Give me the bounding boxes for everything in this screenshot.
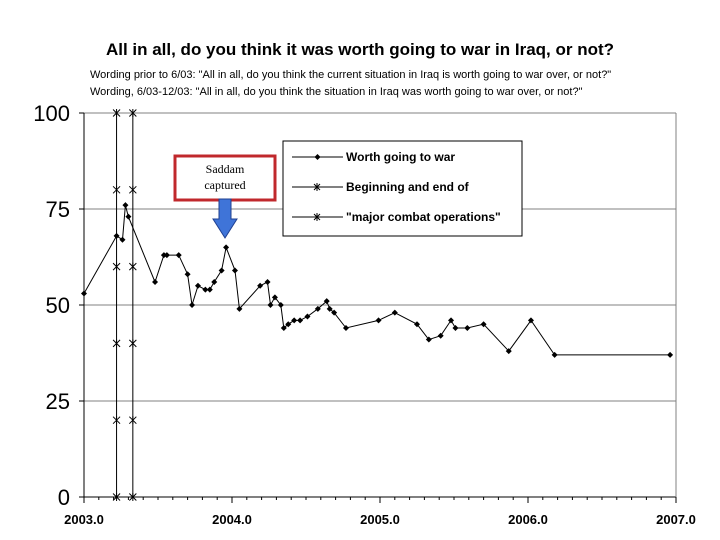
worth-point-12 [202, 286, 209, 293]
worth-point-28 [304, 313, 311, 320]
combat-operations-series [112, 109, 137, 501]
worth-point-34 [375, 317, 382, 324]
worth-point-24 [280, 325, 287, 332]
worth-point-9 [184, 271, 191, 278]
combat-marker-1-60 [128, 262, 137, 271]
legend-diamond-marker [314, 154, 321, 160]
worth-point-19 [257, 282, 264, 289]
combat-marker-1-0 [128, 493, 137, 501]
worth-point-46 [667, 351, 674, 358]
worth-point-20 [264, 278, 271, 285]
worth-point-39 [448, 317, 455, 324]
worth-point-43 [505, 348, 512, 355]
worth-point-26 [291, 317, 298, 324]
x-tick-label-3: 2006.0 [508, 512, 548, 527]
wording-note-2003: Wording, 6/03-12/03: "All in all, do you… [90, 86, 583, 98]
legend-label-combat-1: Beginning and end of [346, 180, 470, 194]
worth-point-44 [527, 317, 534, 324]
annotation-text-line1: Saddam [206, 162, 245, 176]
combat-marker-1-80 [128, 185, 137, 194]
worth-point-40 [452, 325, 459, 332]
worth-point-3 [122, 202, 129, 209]
y-tick-label-100: 100 [33, 101, 70, 126]
worth-point-7 [163, 252, 170, 259]
worth-series [81, 202, 674, 358]
legend: Worth going to war Beginning and end of … [282, 140, 523, 237]
combat-marker-0-60 [112, 262, 121, 271]
worth-point-33 [342, 325, 349, 332]
combat-marker-0-100 [112, 109, 121, 117]
legend-asterisk-marker [313, 183, 321, 191]
wording-note-prior: Wording prior to 6/03: "All in all, do y… [90, 69, 612, 81]
worth-point-31 [326, 305, 333, 312]
worth-point-1 [113, 232, 120, 239]
legend-label-worth: Worth going to war [346, 150, 455, 164]
legend-asterisk-marker-2 [313, 213, 321, 221]
worth-point-8 [175, 252, 182, 259]
worth-point-15 [218, 267, 225, 274]
combat-marker-1-100 [128, 109, 137, 117]
grid-lines [84, 112, 676, 402]
worth-point-21 [267, 302, 274, 308]
x-tick-label-0: 2003.0 [64, 512, 104, 527]
worth-point-0 [81, 290, 87, 297]
saddam-captured-annotation: Saddam captured [173, 154, 277, 239]
combat-marker-0-20 [112, 416, 121, 425]
worth-point-2 [119, 236, 126, 243]
annotation-box [173, 154, 277, 202]
x-tick-label-1: 2004.0 [212, 512, 252, 527]
combat-marker-0-80 [112, 185, 121, 194]
worth-point-17 [231, 267, 238, 274]
worth-point-10 [189, 302, 196, 308]
legend-label-combat-2: "major combat operations" [346, 210, 501, 224]
combat-marker-1-40 [128, 339, 137, 348]
worth-point-23 [277, 302, 284, 308]
worth-point-38 [437, 332, 444, 339]
worth-point-45 [551, 351, 558, 358]
worth-point-22 [271, 294, 278, 301]
annotation-text-line2: captured [204, 178, 245, 192]
worth-point-11 [194, 282, 201, 289]
annotation-arrow [212, 198, 238, 239]
worth-point-5 [152, 278, 159, 285]
worth-point-13 [206, 286, 213, 293]
combat-marker-0-0 [112, 493, 121, 501]
worth-point-36 [414, 321, 420, 328]
y-tick-label-0: 0 [58, 485, 70, 510]
worth-point-35 [391, 309, 398, 316]
y-tick-label-75: 75 [46, 197, 70, 222]
worth-point-25 [285, 321, 292, 328]
x-tick-label-4: 2007.0 [656, 512, 696, 527]
y-tick-label-50: 50 [46, 293, 70, 318]
worth-point-4 [125, 213, 132, 220]
worth-point-18 [236, 305, 243, 312]
worth-point-41 [464, 325, 471, 332]
worth-point-14 [211, 278, 218, 285]
worth-point-27 [297, 317, 304, 324]
x-tick-label-2: 2005.0 [360, 512, 400, 527]
worth-point-29 [314, 305, 321, 312]
worth-point-32 [331, 309, 338, 316]
combat-marker-0-40 [112, 339, 121, 348]
x-axis-ticks: 2003.0 2004.0 2005.0 2006.0 2007.0 [64, 497, 696, 527]
worth-point-37 [425, 336, 432, 343]
worth-point-16 [223, 244, 230, 251]
worth-point-42 [480, 321, 487, 328]
y-axis-ticks: 0 25 50 75 100 [33, 101, 84, 510]
combat-marker-1-20 [128, 416, 137, 425]
y-tick-label-25: 25 [46, 389, 70, 414]
worth-point-30 [323, 298, 330, 305]
chart-title: All in all, do you think it was worth go… [105, 40, 615, 59]
